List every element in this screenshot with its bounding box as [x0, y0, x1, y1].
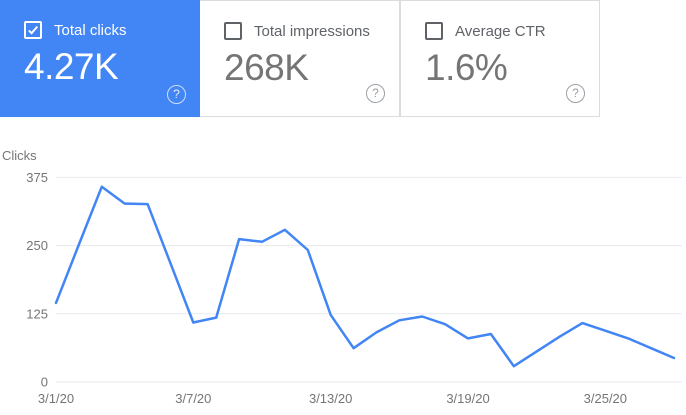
metric-card-average-ctr[interactable]: Average CTR 1.6% ?: [400, 0, 600, 117]
clicks-line-series[interactable]: [54, 185, 676, 368]
y-axis-tick-label: 250: [26, 238, 48, 253]
checkbox-unchecked-icon[interactable]: [224, 22, 242, 40]
y-axis-tick-label: 125: [26, 306, 48, 321]
clicks-chart-area: Clicks 0 125 250 375 3/1/20 3/7/20 3/13/20 3/19/…: [0, 140, 686, 415]
metric-cards-row: Total clicks 4.27K ? Total impressions 2…: [0, 0, 686, 117]
metric-label: Total clicks: [54, 21, 127, 39]
help-icon[interactable]: ?: [366, 84, 385, 103]
metric-card-total-clicks[interactable]: Total clicks 4.27K ?: [0, 0, 200, 117]
x-axis-tick-label: 3/25/20: [584, 391, 627, 406]
y-axis-tick-label: 375: [26, 170, 48, 185]
metric-card-total-impressions[interactable]: Total impressions 268K ?: [200, 0, 400, 117]
metric-value: 268K: [224, 47, 309, 88]
checkbox-unchecked-icon[interactable]: [425, 22, 443, 40]
x-axis-tick-label: 3/1/20: [38, 391, 74, 406]
metric-card-header: Total impressions: [224, 22, 399, 40]
metric-value: 4.27K: [24, 46, 119, 87]
checkbox-checked-icon[interactable]: [24, 21, 42, 39]
x-axis-tick-label: 3/7/20: [175, 391, 211, 406]
y-axis-title: Clicks: [2, 148, 37, 163]
help-icon[interactable]: ?: [167, 85, 186, 104]
x-axis-tick-label: 3/19/20: [446, 391, 489, 406]
metric-card-header: Total clicks: [24, 21, 200, 39]
metric-value: 1.6%: [425, 47, 508, 88]
checkmark-icon: [28, 25, 39, 35]
metric-card-header: Average CTR: [425, 22, 599, 40]
metric-label: Average CTR: [455, 22, 546, 40]
y-axis-tick-label: 0: [41, 375, 48, 390]
performance-line-chart[interactable]: Clicks 0 125 250 375 3/1/20 3/7/20 3/13/20 3/19/…: [0, 140, 686, 415]
help-icon[interactable]: ?: [566, 84, 585, 103]
x-axis-tick-label: 3/13/20: [309, 391, 352, 406]
metric-label: Total impressions: [254, 22, 370, 40]
